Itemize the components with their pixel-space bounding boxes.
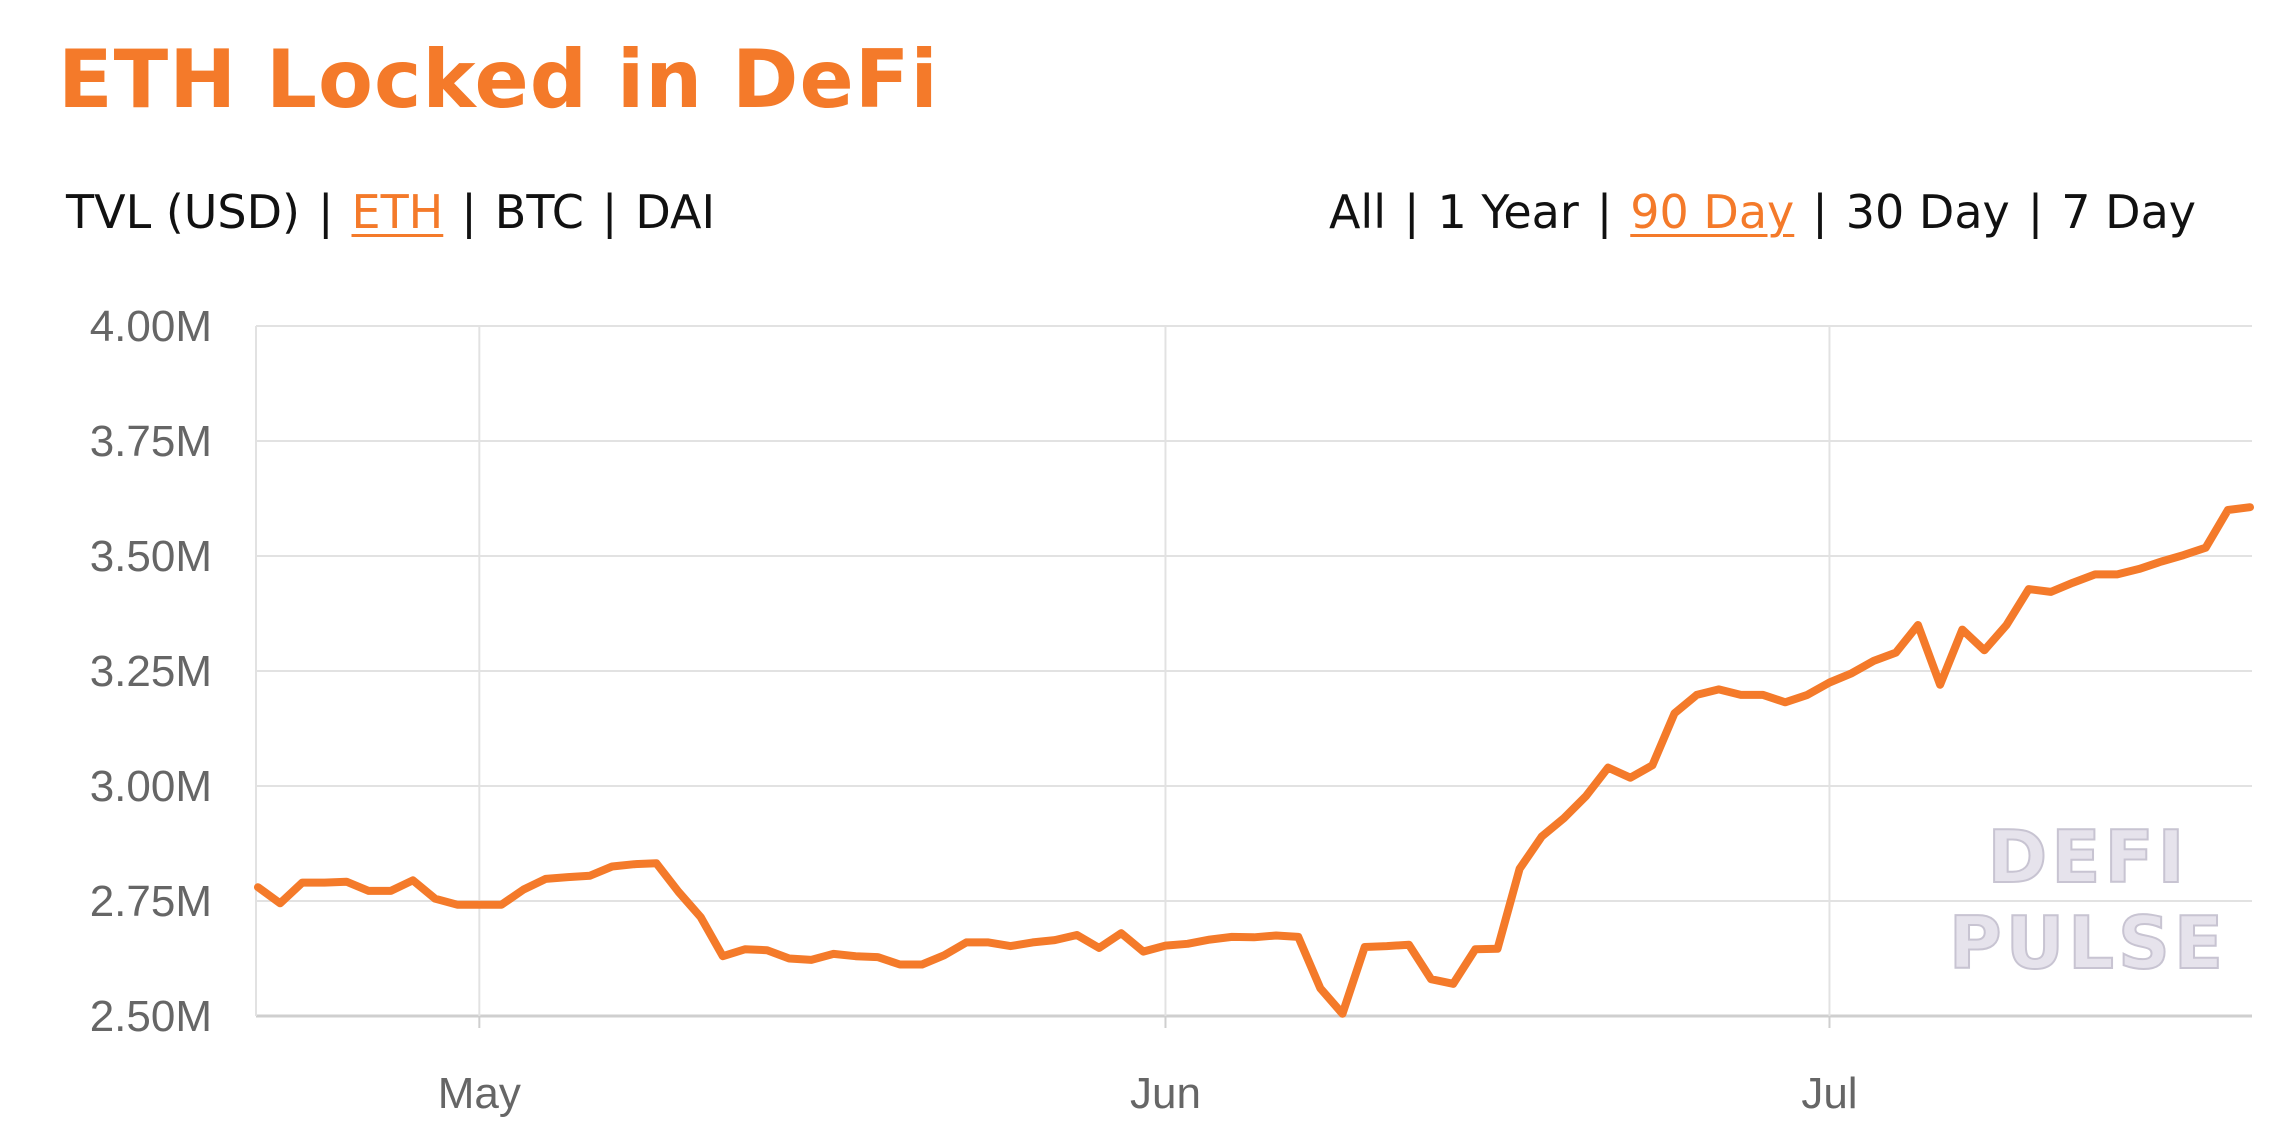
series <box>254 503 2254 1018</box>
separator: | <box>318 185 334 239</box>
unit-eth-link[interactable]: ETH <box>351 185 444 239</box>
y-tick-label: 2.75M <box>90 877 212 926</box>
separator: | <box>2027 185 2044 239</box>
unit-tvl-usd-link[interactable]: TVL (USD) <box>66 185 300 239</box>
axes: 2.50M 2.75M 3.00M 3.25M 3.50M 3.75M 4.00M May Ju… <box>90 302 1858 1118</box>
range-90-day-link[interactable]: 90 Day <box>1630 185 1795 239</box>
separator: | <box>1596 185 1613 239</box>
separator: | <box>601 185 618 239</box>
watermark-line-1: DEFI <box>1988 815 2189 899</box>
defi-pulse-watermark: DEFI PULSE <box>1948 814 2227 986</box>
page-title: ETH Locked in DeFi <box>58 33 939 126</box>
y-tick-label: 3.25M <box>90 647 212 696</box>
x-tick-label: Jun <box>1130 1069 1201 1118</box>
range-7-day-link[interactable]: 7 Day <box>2061 185 2196 239</box>
separator: | <box>1403 185 1420 239</box>
y-tick-label: 3.50M <box>90 532 212 581</box>
y-tick-label: 3.75M <box>90 417 212 466</box>
separator: | <box>461 185 477 239</box>
series-line-eth-locked <box>254 503 2254 1018</box>
unit-selector: TVL (USD) | ETH | BTC | DAI <box>66 182 715 242</box>
unit-btc-link[interactable]: BTC <box>494 185 584 239</box>
x-tick-label: Jul <box>1801 1069 1857 1118</box>
y-tick-label: 4.00M <box>90 302 212 351</box>
range-1-year-link[interactable]: 1 Year <box>1437 185 1579 239</box>
range-30-day-link[interactable]: 30 Day <box>1845 185 2010 239</box>
watermark-line-2: PULSE <box>1949 901 2227 985</box>
y-tick-label: 2.50M <box>90 992 212 1041</box>
y-tick-label: 3.00M <box>90 762 212 811</box>
range-selector: All | 1 Year | 90 Day | 30 Day | 7 Day <box>1329 182 2196 242</box>
x-tick-label: May <box>438 1069 521 1118</box>
grid <box>256 325 2252 1018</box>
unit-dai-link[interactable]: DAI <box>635 185 716 239</box>
range-all-link[interactable]: All <box>1328 185 1386 239</box>
separator: | <box>1812 185 1828 239</box>
